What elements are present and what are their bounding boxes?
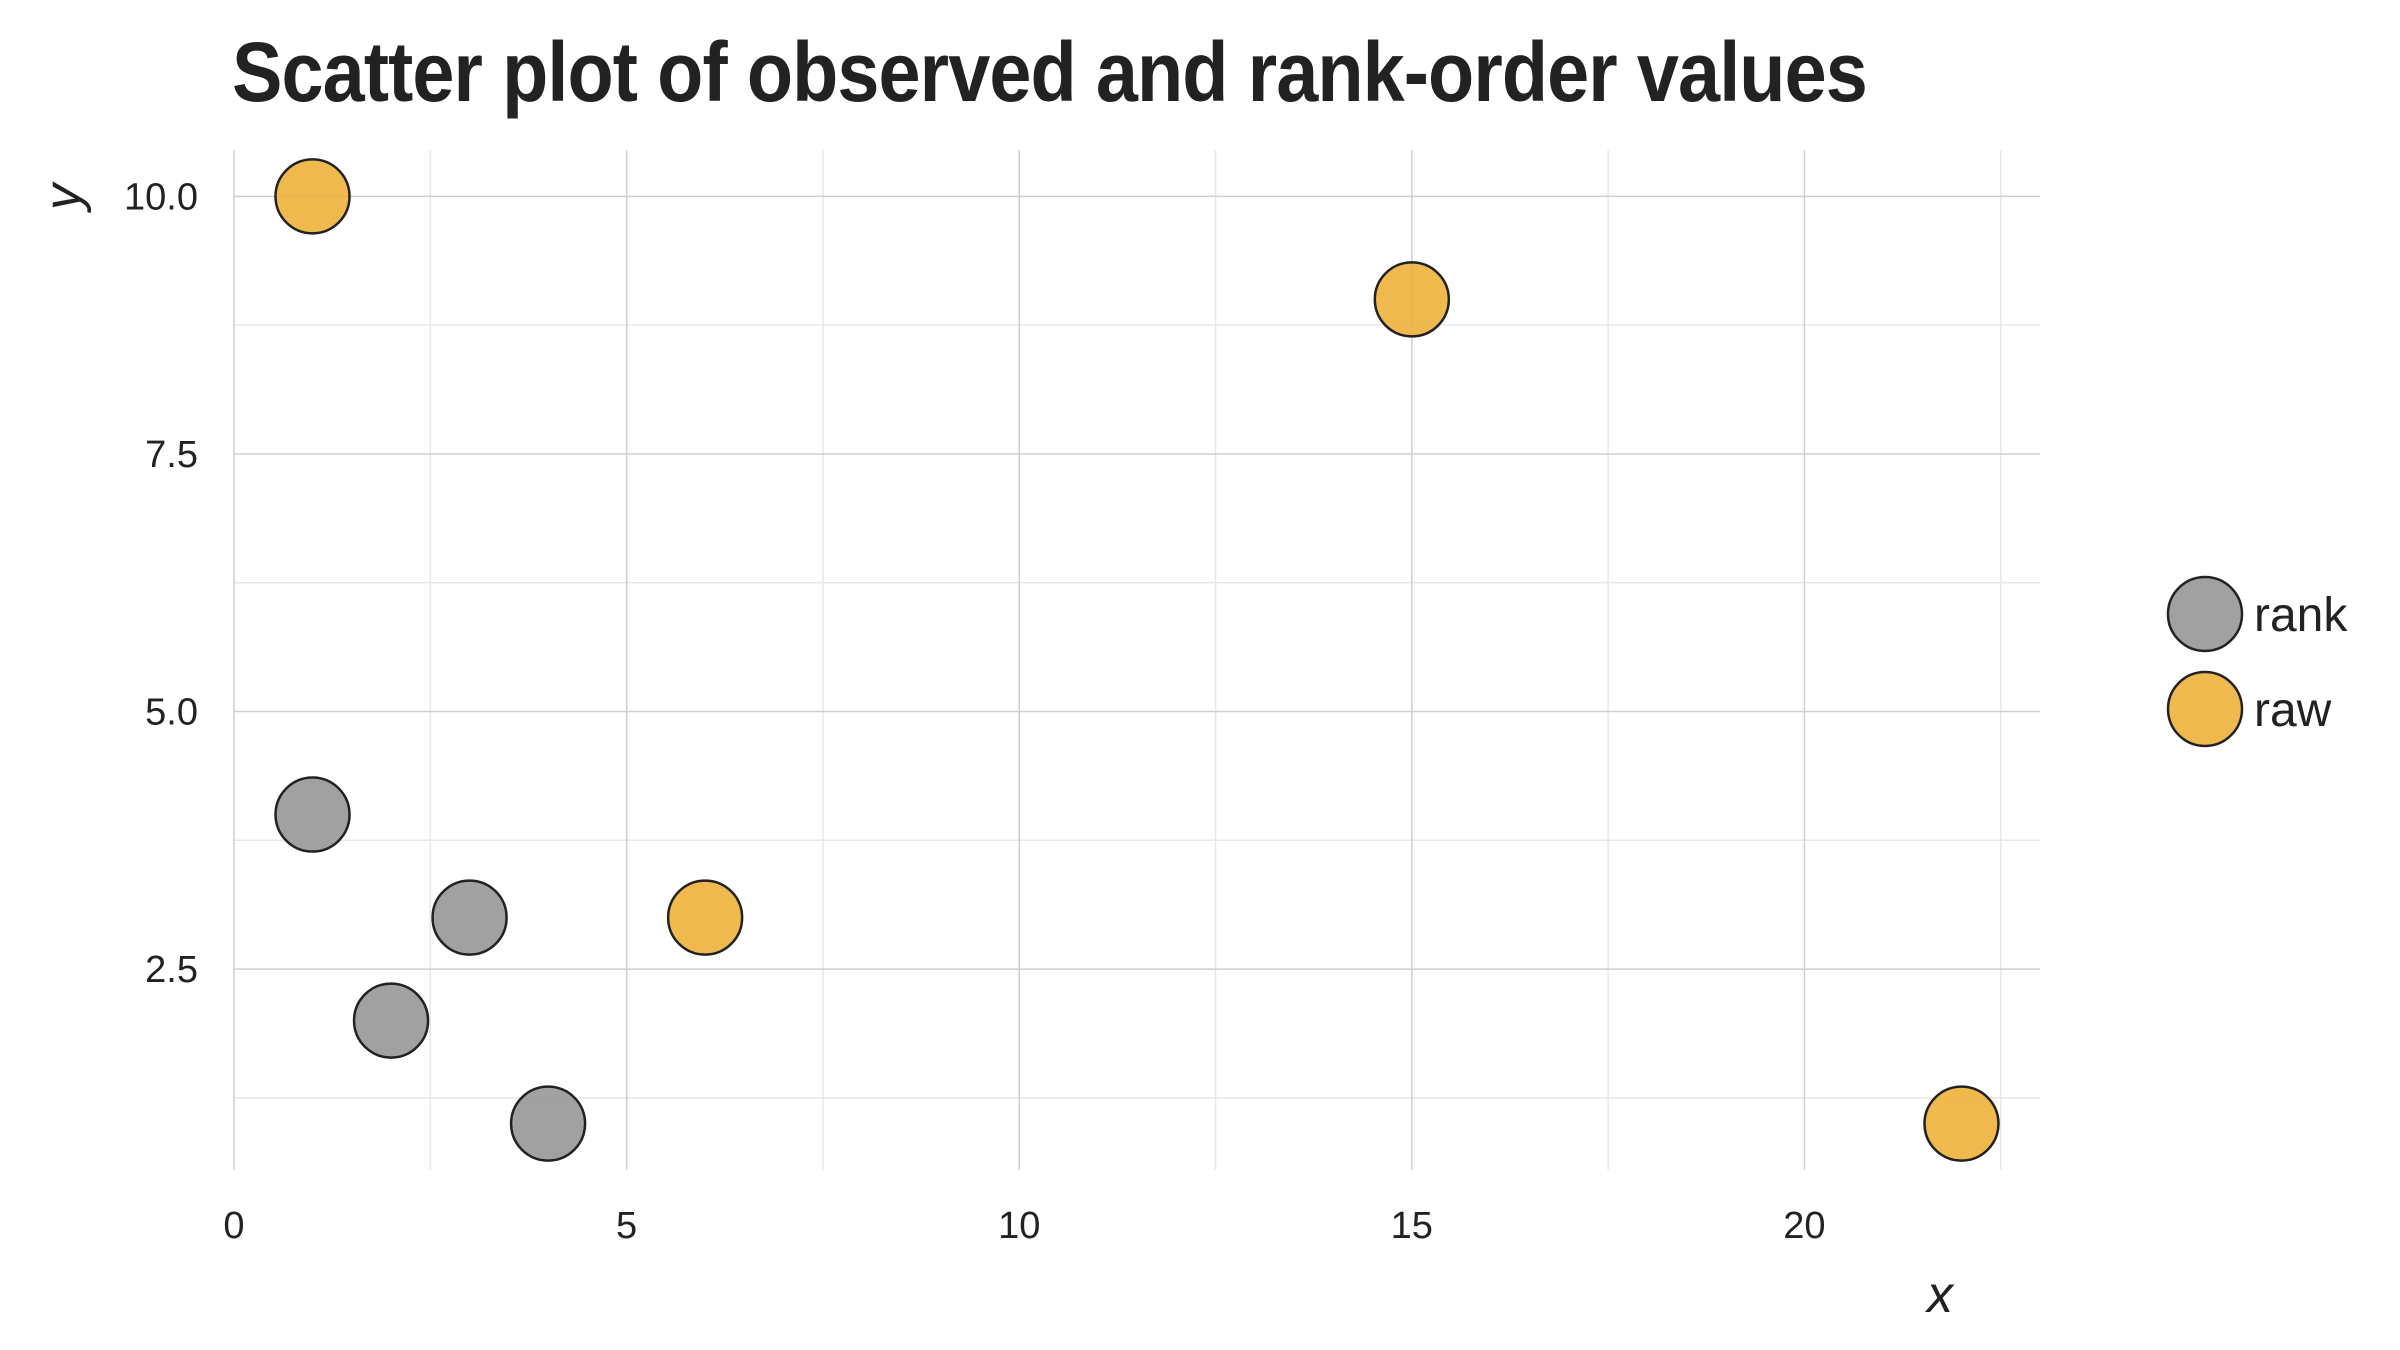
legend-label-raw: raw [2254,684,2332,737]
y-tick-labels: 2.5 5.0 7.5 10.0 [124,176,198,991]
data-point-rank [431,879,508,956]
data-point-raw [274,158,351,235]
x-tick-label: 5 [616,1205,637,1247]
legend: rank raw [2166,575,2348,748]
data-point-rank [509,1085,587,1162]
x-tick-label: 15 [1391,1205,1433,1247]
y-tick-label: 7.5 [145,434,198,476]
legend-marker-raw [2166,670,2244,748]
grid-lines [233,150,2040,1170]
legend-marker-rank [2166,575,2244,653]
y-tick-label: 2.5 [145,949,198,991]
legend-label-rank: rank [2254,589,2348,642]
x-tick-label: 0 [223,1205,244,1247]
chart-title: Scatter plot of observed and rank-order … [232,25,1868,119]
data-points [274,158,2000,1162]
y-tick-label: 5.0 [145,692,198,734]
data-point-raw [1373,261,1451,338]
y-axis-title: y [34,181,92,213]
y-tick-label: 10.0 [124,176,198,218]
data-point-rank [352,982,430,1059]
data-point-rank [274,776,351,853]
data-point-raw [666,879,744,956]
x-tick-label: 10 [998,1205,1040,1247]
x-tick-label: 20 [1783,1205,1825,1247]
x-axis-title: x [1924,1266,1955,1324]
x-tick-labels: 0 5 10 15 20 [223,1205,1825,1247]
data-point-raw [1923,1085,2000,1162]
